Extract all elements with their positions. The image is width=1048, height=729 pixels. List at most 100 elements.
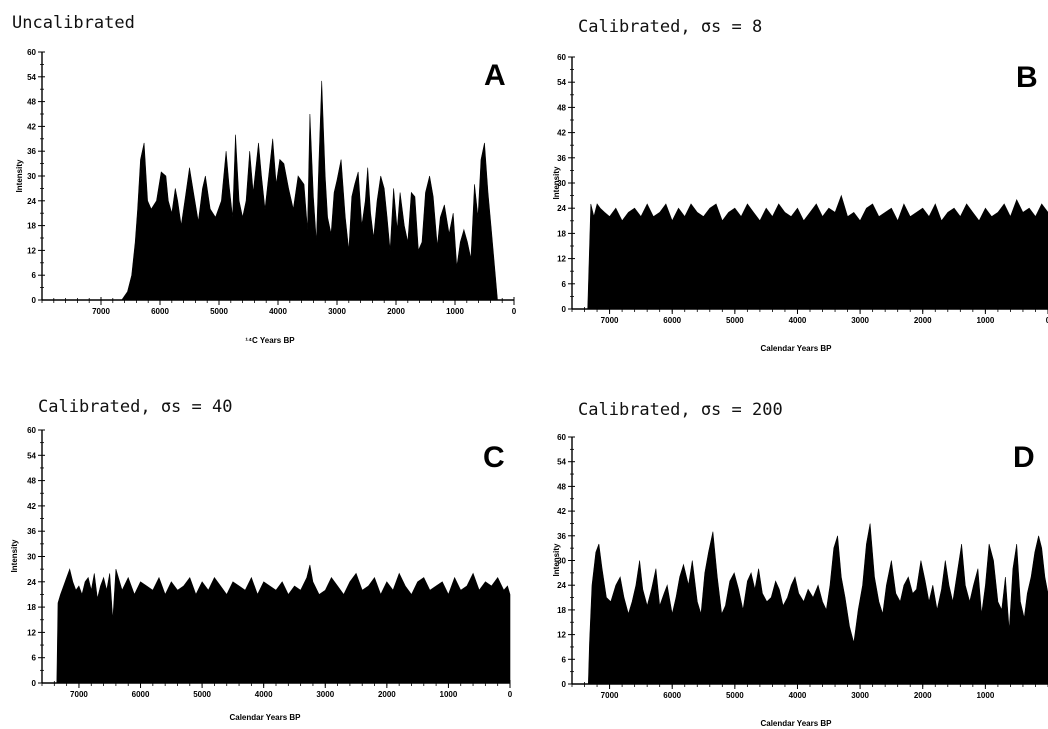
y-tick-label: 18: [557, 606, 566, 615]
y-tick-label: 36: [27, 527, 36, 536]
y-tick-label: 54: [27, 73, 36, 82]
y-tick-label: 36: [27, 147, 36, 156]
y-tick-label: 0: [32, 679, 37, 688]
panel-d: Calibrated, σs = 200 D 0 6 12 18 24 30 36 42 48 54 6…: [552, 400, 1048, 728]
panel-title: Calibrated, σs = 8: [578, 17, 762, 37]
y-tick-label: 24: [557, 581, 566, 590]
y-tick-label: 18: [27, 603, 36, 612]
x-tick-label: 2000: [378, 690, 396, 699]
y-tick-label: 42: [27, 502, 36, 511]
y-tick-label: 18: [557, 229, 566, 238]
y-tick-label: 48: [557, 482, 566, 491]
series-area: [42, 564, 511, 684]
y-tick-label: 42: [557, 507, 566, 516]
y-tick-label: 24: [27, 197, 36, 206]
x-axis-label: Calendar Years BP: [760, 344, 832, 353]
x-tick-label: 1000: [976, 691, 994, 700]
x-tick-label: 0: [508, 690, 513, 699]
y-tick-label: 60: [27, 48, 36, 57]
y-tick-label: 60: [27, 426, 36, 435]
x-tick-label: 6000: [132, 690, 150, 699]
x-tick-label: 6000: [663, 691, 681, 700]
x-tick-label: 5000: [210, 307, 228, 316]
panel-c: Calibrated, σs = 40 C 0 6 12 18 24 30 36 42 48 54 60…: [10, 397, 513, 722]
x-tick-label: 5000: [193, 690, 211, 699]
y-tick-label: 0: [562, 680, 567, 689]
series-area: [572, 523, 1048, 685]
y-tick-label: 54: [557, 78, 566, 87]
x-tick-label: 3000: [328, 307, 346, 316]
x-axis-label: Calendar Years BP: [760, 719, 832, 728]
y-tick-label: 30: [557, 179, 566, 188]
x-tick-label: 2000: [914, 316, 932, 325]
panel-letter: A: [484, 59, 506, 92]
x-tick-label: 1000: [976, 316, 994, 325]
y-tick-label: 12: [557, 631, 566, 640]
x-tick-label: 7000: [92, 307, 110, 316]
y-tick-label: 36: [557, 532, 566, 541]
x-tick-label: 3000: [851, 316, 869, 325]
x-tick-label: 0: [512, 307, 517, 316]
x-axis-label: Calendar Years BP: [229, 713, 301, 722]
y-tick-label: 24: [557, 204, 566, 213]
x-tick-label: 7000: [601, 691, 619, 700]
x-tick-label: 4000: [269, 307, 287, 316]
y-tick-label: 0: [562, 305, 567, 314]
panel-letter: D: [1013, 441, 1035, 474]
y-tick-label: 18: [27, 222, 36, 231]
x-tick-label: 4000: [789, 691, 807, 700]
y-tick-label: 6: [562, 655, 567, 664]
y-tick-label: 6: [32, 271, 37, 280]
series-area: [42, 80, 514, 301]
y-tick-label: 6: [32, 654, 37, 663]
series-area: [572, 194, 1048, 310]
x-tick-label: 1000: [440, 690, 458, 699]
y-tick-label: 42: [27, 122, 36, 131]
y-tick-label: 60: [557, 53, 566, 62]
x-axis-label: ¹⁴C Years BP: [245, 336, 295, 345]
x-tick-label: 5000: [726, 691, 744, 700]
y-tick-label: 30: [27, 553, 36, 562]
x-tick-label: 3000: [851, 691, 869, 700]
y-axis-label: Intensity: [552, 166, 561, 199]
x-tick-label: 5000: [726, 316, 744, 325]
y-axis-label: Intensity: [15, 159, 24, 192]
x-tick-label: 1000: [446, 307, 464, 316]
y-tick-label: 0: [32, 296, 37, 305]
panel-title: Calibrated, σs = 40: [38, 397, 232, 417]
x-tick-label: 7000: [601, 316, 619, 325]
x-tick-label: 0: [1046, 316, 1048, 325]
panel-letter: C: [483, 441, 505, 474]
y-axis-label: Intensity: [552, 543, 561, 576]
x-tick-label: 6000: [151, 307, 169, 316]
x-tick-label: 2000: [387, 307, 405, 316]
y-tick-label: 30: [27, 172, 36, 181]
x-tick-label: 7000: [70, 690, 88, 699]
y-tick-label: 60: [557, 433, 566, 442]
y-tick-label: 42: [557, 129, 566, 138]
y-tick-label: 6: [562, 280, 567, 289]
panel-b: Calibrated, σs = 8 B 0 6 12 18 24 30 36 42 48 54 60 7…: [552, 17, 1048, 353]
panel-a: Uncalibrated A 0 6 12 18 24 30 36 42 48 54 60 7000 600…: [12, 13, 517, 345]
x-tick-label: 2000: [914, 691, 932, 700]
y-axis-label: Intensity: [10, 539, 19, 572]
panel-title: Calibrated, σs = 200: [578, 400, 783, 420]
y-tick-label: 48: [27, 477, 36, 486]
panel-letter: B: [1016, 61, 1038, 94]
y-tick-label: 24: [27, 578, 36, 587]
x-tick-label: 6000: [663, 316, 681, 325]
y-tick-label: 36: [557, 154, 566, 163]
x-tick-label: 3000: [316, 690, 334, 699]
x-tick-label: 4000: [255, 690, 273, 699]
y-tick-label: 12: [27, 246, 36, 255]
x-tick-label: 4000: [789, 316, 807, 325]
y-tick-label: 54: [557, 458, 566, 467]
y-tick-label: 12: [557, 255, 566, 264]
y-tick-label: 54: [27, 451, 36, 460]
y-tick-label: 48: [557, 103, 566, 112]
y-tick-label: 48: [27, 98, 36, 107]
y-tick-label: 30: [557, 557, 566, 566]
y-tick-label: 12: [27, 628, 36, 637]
panel-title: Uncalibrated: [12, 13, 135, 33]
